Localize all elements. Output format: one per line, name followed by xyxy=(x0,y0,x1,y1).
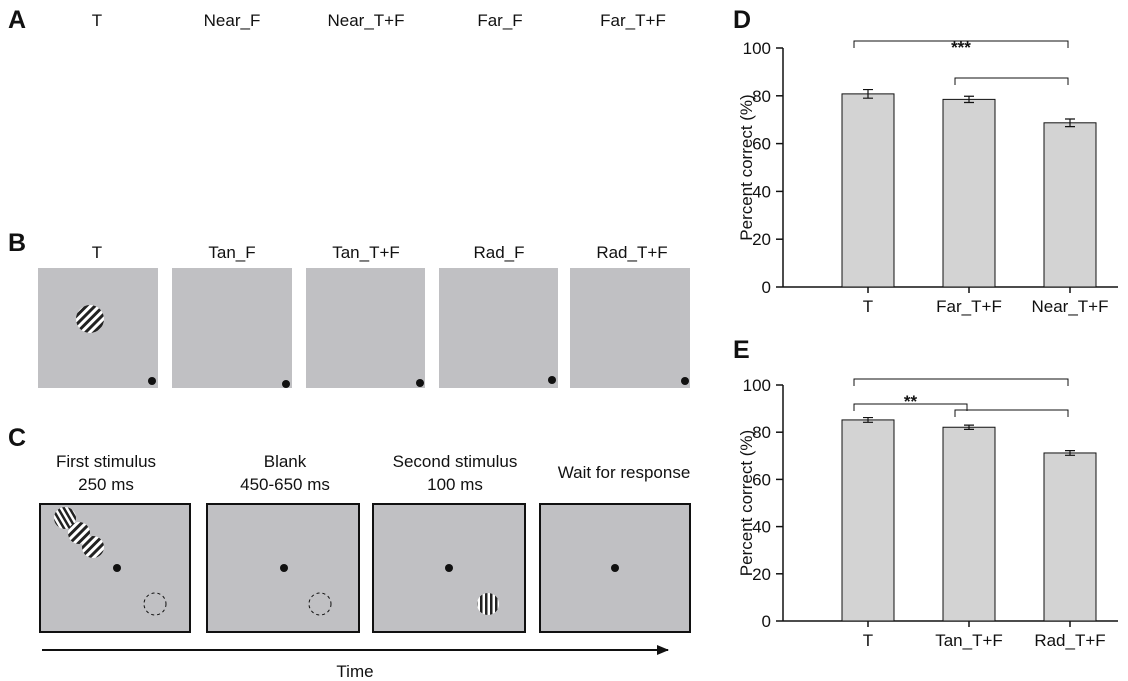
significance-bracket xyxy=(954,409,1069,417)
step-label: Blank xyxy=(264,452,307,471)
condition-label: Far_F xyxy=(477,11,522,30)
fixation-dot xyxy=(282,380,290,388)
significance-bracket xyxy=(853,378,1069,386)
stimulus-square xyxy=(439,268,558,388)
condition-label: Tan_T+F xyxy=(332,243,400,262)
y-tick-label: 80 xyxy=(752,87,771,106)
condition-label: Far_T+F xyxy=(600,11,666,30)
y-tick-label: 100 xyxy=(743,39,771,58)
fixation-dot xyxy=(681,377,689,385)
bar xyxy=(1043,122,1097,288)
x-tick-label: T xyxy=(863,631,873,650)
step-label: 450-650 ms xyxy=(240,475,330,494)
target-location xyxy=(143,592,167,616)
step-label: 100 ms xyxy=(427,475,483,494)
bar xyxy=(1043,452,1097,622)
time-label: Time xyxy=(336,662,373,681)
fixation-dot xyxy=(445,564,453,572)
error-bar xyxy=(964,424,974,430)
condition-label: Near_T+F xyxy=(328,11,405,30)
y-tick-label: 20 xyxy=(752,230,771,249)
y-tick-label: 20 xyxy=(752,565,771,584)
bar xyxy=(942,98,996,288)
significance-label: ** xyxy=(904,392,918,411)
x-tick-label: Far_T+F xyxy=(936,297,1002,316)
y-tick-label: 40 xyxy=(752,182,771,201)
error-bar xyxy=(1065,118,1075,128)
y-axis-label: Percent correct (%) xyxy=(737,430,756,576)
y-tick-label: 100 xyxy=(743,376,771,395)
y-tick-label: 0 xyxy=(762,612,771,631)
fixation-dot xyxy=(280,564,288,572)
grating xyxy=(68,522,90,544)
significance-bracket xyxy=(853,40,1069,48)
fixation-dot xyxy=(416,379,424,387)
x-tick-label: Tan_T+F xyxy=(935,631,1003,650)
grating xyxy=(54,507,76,529)
target-location xyxy=(308,592,332,616)
condition-label: Rad_T+F xyxy=(596,243,667,262)
stimulus-panels xyxy=(38,268,690,388)
fixation-dot xyxy=(548,376,556,384)
panel-letter: D xyxy=(733,6,751,34)
significance-label: *** xyxy=(951,38,971,57)
bar xyxy=(942,426,996,622)
step-label: Second stimulus xyxy=(393,452,518,471)
condition-label: Rad_F xyxy=(473,243,524,262)
panel-letter: C xyxy=(8,424,26,452)
step-label: First stimulus xyxy=(56,452,156,471)
x-tick-label: Near_T+F xyxy=(1032,297,1109,316)
trial-sequence xyxy=(39,503,691,655)
y-tick-label: 60 xyxy=(752,135,771,154)
grating xyxy=(477,593,499,615)
panel-letter: A xyxy=(8,6,26,34)
panel-letter: E xyxy=(733,336,750,364)
panel-letter: B xyxy=(8,229,26,257)
condition-label: T xyxy=(92,11,102,30)
error-bar xyxy=(863,416,873,423)
significance-bracket xyxy=(954,77,1069,85)
step-label: 250 ms xyxy=(78,475,134,494)
error-bar xyxy=(964,95,974,104)
fixation-dot xyxy=(148,377,156,385)
condition-label: Tan_F xyxy=(208,243,255,262)
fixation-dot xyxy=(611,564,619,572)
grating xyxy=(76,305,104,333)
y-axis-label: Percent correct (%) xyxy=(737,94,756,240)
error-bar xyxy=(863,88,873,99)
stimulus-square xyxy=(172,268,292,388)
significance-bracket xyxy=(853,403,968,411)
condition-label: T xyxy=(92,243,102,262)
step-label: Wait for response xyxy=(558,463,691,482)
bar xyxy=(841,93,895,288)
x-tick-label: T xyxy=(863,297,873,316)
stimulus-square xyxy=(306,268,425,388)
bar xyxy=(841,419,895,622)
condition-label: Near_F xyxy=(204,11,261,30)
stimulus-square xyxy=(570,268,690,388)
fixation-dot xyxy=(113,564,121,572)
y-tick-label: 40 xyxy=(752,518,771,537)
error-bar xyxy=(1065,450,1075,456)
y-tick-label: 0 xyxy=(762,278,771,297)
y-tick-label: 80 xyxy=(752,423,771,442)
grating xyxy=(82,536,104,558)
x-tick-label: Rad_T+F xyxy=(1034,631,1105,650)
y-tick-label: 60 xyxy=(752,470,771,489)
